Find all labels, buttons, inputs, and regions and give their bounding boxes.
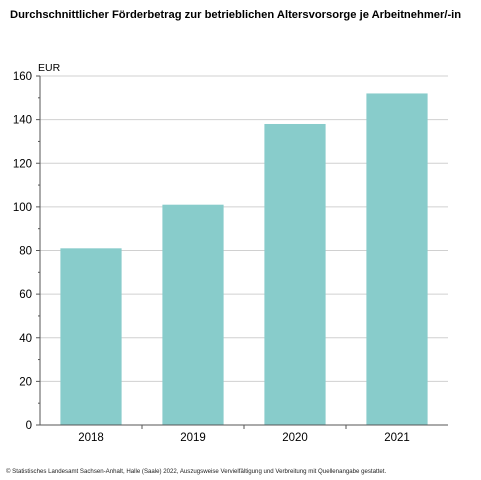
y-tick-label-40: 40 [19,333,32,345]
x-tick-label-2018: 2018 [78,432,104,444]
label-layer: 0 20 40 60 80 100 120 140 160 2018 2019 2020 2021 [13,71,410,444]
y-tick-label-80: 80 [19,246,32,258]
bar-2018 [60,248,122,425]
y-tick-label-140: 140 [13,115,32,127]
x-tick-label-2021: 2021 [384,432,410,444]
bar-2020 [264,123,326,426]
y-tick-label-160: 160 [13,71,32,83]
bar-2019 [162,204,224,425]
y-tick-label-100: 100 [13,202,32,214]
y-axis-unit-label: EUR [38,62,61,74]
chart-title: Durchschnittlicher Förderbetrag zur betr… [10,9,462,21]
y-tick-label-60: 60 [19,289,32,301]
copyright-footer: © Statistisches Landesamt Sachsen-Anhalt… [6,468,387,475]
x-tick-label-2019: 2019 [180,432,206,444]
axis-layer [36,75,448,429]
y-tick-label-120: 120 [13,158,32,170]
y-tick-label-0: 0 [26,420,32,432]
y-tick-label-20: 20 [19,376,32,388]
bar-layer [60,93,428,426]
bar-2021 [366,93,428,425]
x-tick-label-2020: 2020 [282,432,308,444]
